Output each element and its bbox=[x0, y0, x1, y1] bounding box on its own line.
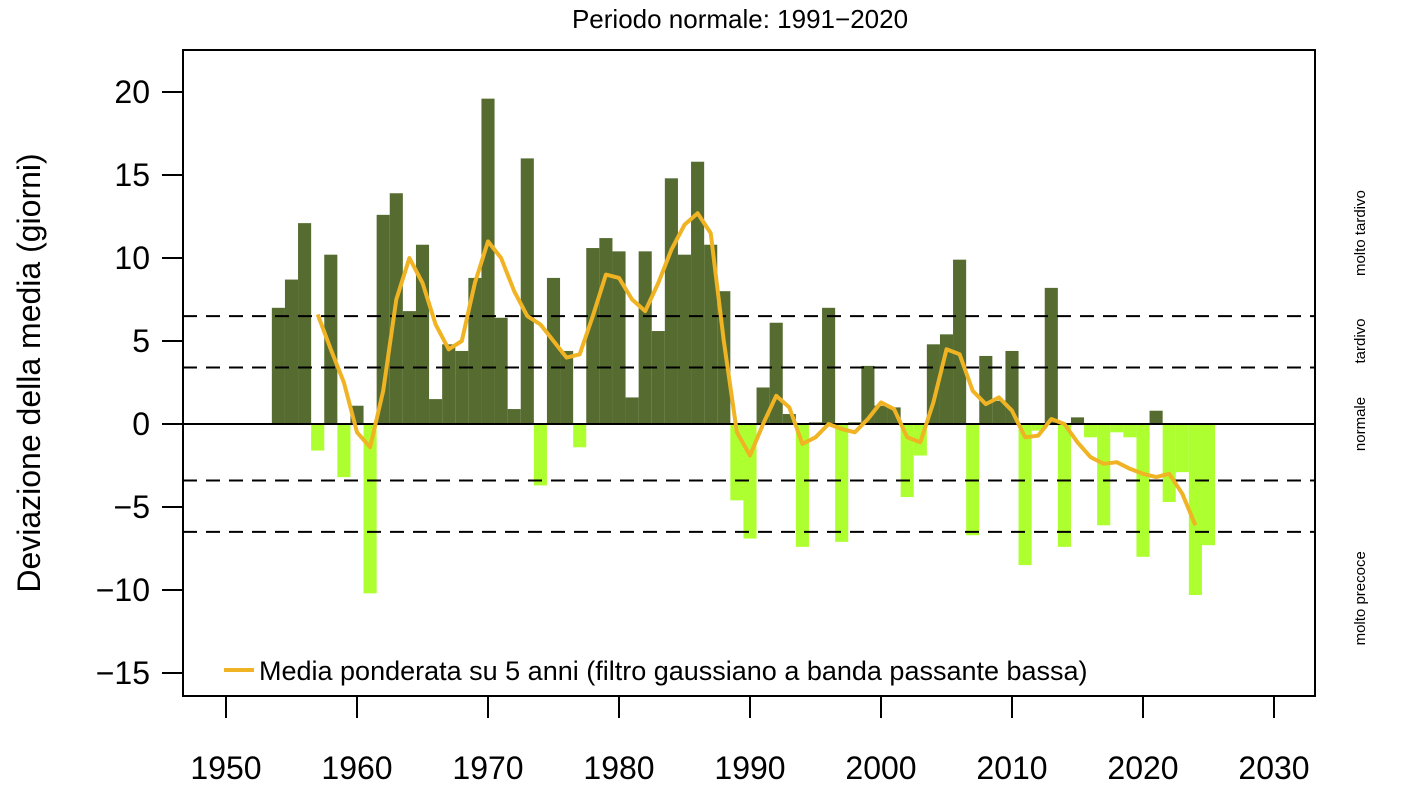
bar-2018 bbox=[1110, 424, 1124, 433]
bar-2015 bbox=[1070, 417, 1085, 424]
bar-1986 bbox=[691, 161, 705, 424]
bar-1969 bbox=[468, 277, 482, 424]
y-tick-label: 10 bbox=[114, 240, 150, 276]
bar-1993 bbox=[782, 414, 796, 424]
bar-1999 bbox=[861, 365, 875, 424]
bar-2025 bbox=[1201, 424, 1216, 546]
category-label: molto precoce bbox=[1352, 551, 1369, 645]
bar-1976 bbox=[560, 350, 574, 424]
x-tick-label: 2000 bbox=[845, 750, 916, 786]
category-label: molto tardivo bbox=[1352, 190, 1369, 276]
bar-1971 bbox=[494, 317, 508, 424]
x-tick-label: 2010 bbox=[976, 750, 1047, 786]
bar-2004 bbox=[926, 344, 940, 424]
y-tick-label: 5 bbox=[132, 323, 150, 359]
bar-1956 bbox=[298, 223, 312, 424]
bar-2016 bbox=[1084, 424, 1098, 438]
legend-label: Media ponderata su 5 anni (filtro gaussi… bbox=[259, 656, 1088, 686]
bar-1981 bbox=[625, 397, 639, 424]
bar-1959 bbox=[337, 424, 351, 478]
bar-1974 bbox=[533, 424, 547, 486]
y-tick-label: 15 bbox=[114, 157, 150, 193]
bar-2009 bbox=[992, 400, 1006, 424]
y-tick-label: −10 bbox=[96, 572, 150, 608]
bar-2023 bbox=[1175, 424, 1189, 473]
bar-2024 bbox=[1188, 424, 1202, 595]
bar-2013 bbox=[1044, 287, 1058, 424]
bar-1980 bbox=[612, 251, 626, 424]
bar-1970 bbox=[481, 98, 495, 424]
bar-1961 bbox=[363, 424, 377, 594]
bar-1972 bbox=[507, 409, 521, 424]
bar-2020 bbox=[1136, 424, 1150, 557]
plot-frame bbox=[182, 49, 1316, 697]
y-tick-label: −15 bbox=[96, 655, 150, 691]
bar-2006 bbox=[953, 259, 967, 424]
bar-2017 bbox=[1097, 424, 1111, 526]
x-tick-label: 1950 bbox=[190, 750, 261, 786]
y-tick-label: 0 bbox=[132, 406, 150, 442]
bar-1966 bbox=[429, 399, 443, 424]
bar-1968 bbox=[455, 350, 469, 424]
bar-1978 bbox=[586, 248, 600, 424]
bar-2022 bbox=[1162, 424, 1176, 503]
x-tick-label: 2030 bbox=[1238, 750, 1309, 786]
bar-2019 bbox=[1123, 424, 1137, 438]
bar-2011 bbox=[1018, 424, 1032, 566]
bar-2012 bbox=[1031, 424, 1045, 431]
bar-1987 bbox=[704, 244, 718, 424]
bar-1954 bbox=[271, 307, 285, 424]
category-label: tardivo bbox=[1352, 318, 1369, 363]
x-tick-label: 1970 bbox=[452, 750, 523, 786]
x-tick-label: 1990 bbox=[714, 750, 785, 786]
x-tick-label: 1960 bbox=[321, 750, 392, 786]
bar-1967 bbox=[442, 344, 456, 424]
bar-2014 bbox=[1057, 424, 1071, 547]
y-axis-label: Deviazione della media (giorni) bbox=[11, 153, 47, 592]
bar-1977 bbox=[573, 424, 587, 448]
bar-1997 bbox=[835, 424, 849, 542]
y-tick-label: 20 bbox=[114, 74, 150, 110]
bar-1982 bbox=[638, 251, 652, 424]
bar-1975 bbox=[546, 277, 561, 424]
smooth-line bbox=[315, 211, 1198, 527]
x-tick-label: 2020 bbox=[1107, 750, 1178, 786]
bar-1996 bbox=[822, 307, 836, 424]
bar-1958 bbox=[324, 254, 338, 424]
bar-1964 bbox=[402, 311, 416, 424]
x-tick-label: 1980 bbox=[583, 750, 654, 786]
chart-title: Periodo normale: 1991−2020 bbox=[572, 4, 908, 34]
y-tick-label: −5 bbox=[114, 489, 150, 525]
bar-1983 bbox=[651, 331, 665, 424]
bar-1973 bbox=[520, 158, 534, 424]
bar-2008 bbox=[979, 355, 993, 424]
category-label: normale bbox=[1352, 397, 1369, 451]
bar-1957 bbox=[311, 424, 325, 451]
bar-1979 bbox=[599, 238, 613, 424]
bar-2021 bbox=[1149, 410, 1163, 424]
bar-1984 bbox=[664, 178, 678, 424]
bar-2000 bbox=[874, 405, 888, 424]
bar-1955 bbox=[284, 279, 299, 424]
bar-2002 bbox=[900, 424, 914, 498]
bar-1985 bbox=[677, 254, 692, 424]
bar-1994 bbox=[795, 424, 809, 547]
